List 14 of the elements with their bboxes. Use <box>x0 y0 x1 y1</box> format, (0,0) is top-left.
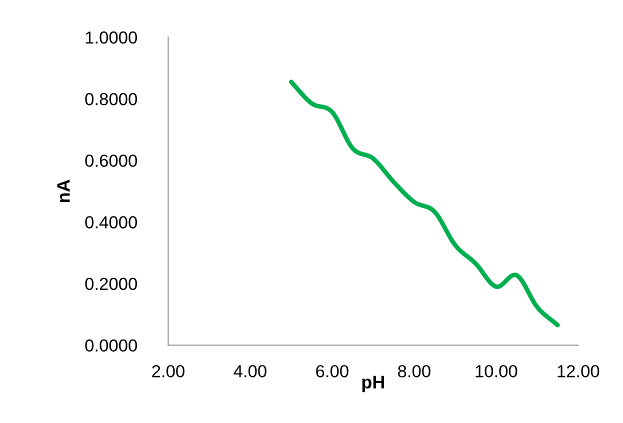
x-tick-label: 6.00 <box>316 365 348 378</box>
y-tick-label: 0.2000 <box>85 278 137 290</box>
y-tick-label: 1.0000 <box>86 31 137 44</box>
x-tick-label: 2.00 <box>152 365 184 378</box>
x-tick-label: 8.00 <box>398 365 430 378</box>
y-axis-title: nA <box>57 180 70 202</box>
x-tick-label: 4.00 <box>234 365 266 378</box>
y-tick-label: 0.0000 <box>85 339 137 352</box>
x-axis-title: pH <box>362 376 384 392</box>
x-tick-label: 12.00 <box>558 365 600 378</box>
y-tick-label: 0.4000 <box>85 216 137 228</box>
x-tick-label: 10.00 <box>476 365 518 378</box>
y-tick-label: 0.8000 <box>85 92 137 106</box>
y-tick-label: 0.6000 <box>85 154 137 167</box>
